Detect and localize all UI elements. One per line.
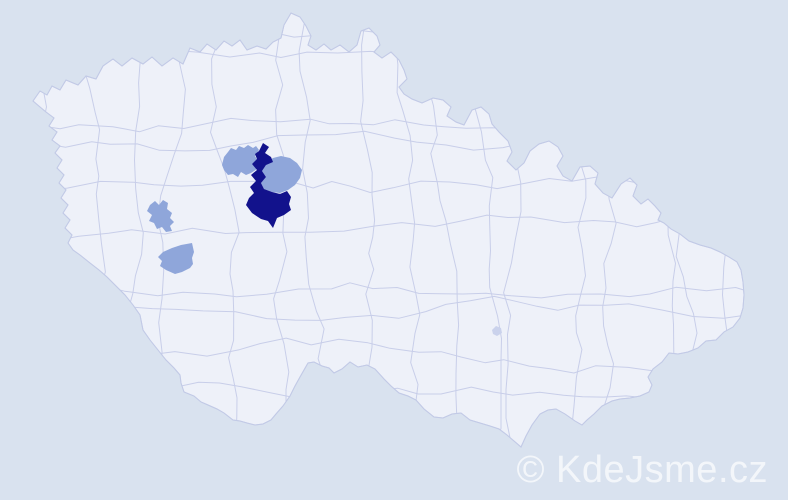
highlighted-district-1-medium: [222, 145, 259, 177]
highlighted-district-6-dark: [246, 143, 291, 228]
highlighted-district-4-medium: [158, 243, 194, 274]
highlighted-district-2-medium: [261, 156, 302, 193]
country-border-line: [32, 12, 745, 448]
highlighted-district-3-medium: [147, 200, 174, 232]
highlighted-districts: [147, 143, 502, 336]
highlighted-district-5-light: [492, 326, 502, 336]
